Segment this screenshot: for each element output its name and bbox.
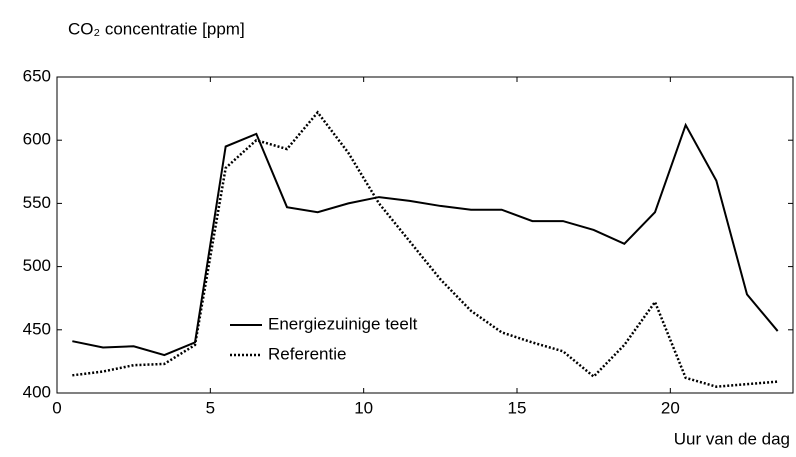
x-tick-label: 20 bbox=[661, 398, 680, 417]
y-tick-label: 500 bbox=[23, 256, 51, 275]
legend-label: Referentie bbox=[268, 344, 346, 363]
x-tick-label: 5 bbox=[206, 398, 215, 417]
chart-title: CO₂ concentratie [ppm] bbox=[68, 19, 245, 38]
x-tick-label: 15 bbox=[508, 398, 527, 417]
legend-label: Energiezuinige teelt bbox=[268, 314, 418, 333]
line-series bbox=[72, 122, 779, 357]
plot-frame bbox=[56, 76, 794, 394]
y-tick-label: 550 bbox=[23, 193, 51, 212]
y-tick-label: 600 bbox=[23, 130, 51, 149]
y-tick-label: 450 bbox=[23, 319, 51, 338]
y-tick-label: 650 bbox=[23, 66, 51, 85]
x-tick-label: 0 bbox=[52, 398, 61, 417]
y-tick-label: 400 bbox=[23, 382, 51, 401]
line-series bbox=[72, 110, 778, 388]
x-axis-label: Uur van de dag bbox=[674, 429, 790, 448]
x-tick-label: 10 bbox=[354, 398, 373, 417]
